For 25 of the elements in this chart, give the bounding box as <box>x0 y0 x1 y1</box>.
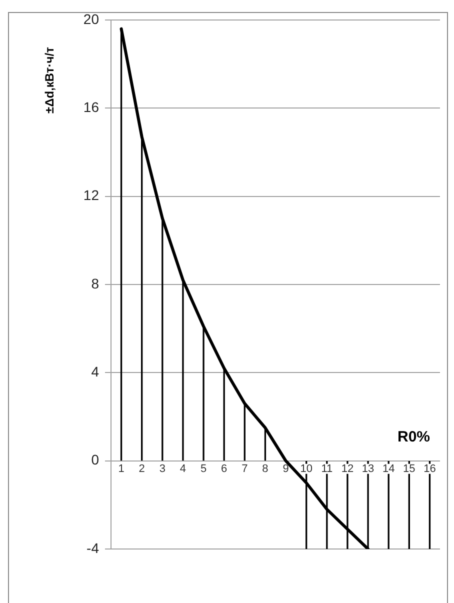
y-tick-label: 20 <box>83 10 100 27</box>
y-tick-label: -4 <box>86 540 100 556</box>
y-tick-label: 8 <box>91 275 100 292</box>
y-tick-label: 12 <box>83 187 100 204</box>
x-tick-label: 7 <box>242 462 248 475</box>
y-tick-label: 0 <box>91 452 100 468</box>
x-tick-label: 10 <box>300 462 312 475</box>
x-tick-label: 8 <box>262 462 268 475</box>
x-tick-label: 4 <box>180 462 186 475</box>
y-axis-title: ±Δd,кВт·ч/т <box>42 46 56 114</box>
x-tick-label: 11 <box>321 462 333 475</box>
x-tick-label: 13 <box>362 462 374 475</box>
y-tick-label: 4 <box>91 364 100 380</box>
x-tick-label: 1 <box>118 462 124 475</box>
x-tick-label: 3 <box>159 462 166 475</box>
x-tick-label: 2 <box>138 462 145 475</box>
x-tick-label: 16 <box>424 462 436 475</box>
x-tick-label: 9 <box>282 462 289 475</box>
x-tick-label: 12 <box>341 462 354 475</box>
y-tick-label: 16 <box>83 99 100 116</box>
x-tick-label: 14 <box>382 462 395 475</box>
x-tick-label: 6 <box>221 462 228 475</box>
x-axis-title: R0% <box>397 428 430 446</box>
x-tick-label: 5 <box>200 462 207 475</box>
x-tick-label: 15 <box>403 462 416 475</box>
